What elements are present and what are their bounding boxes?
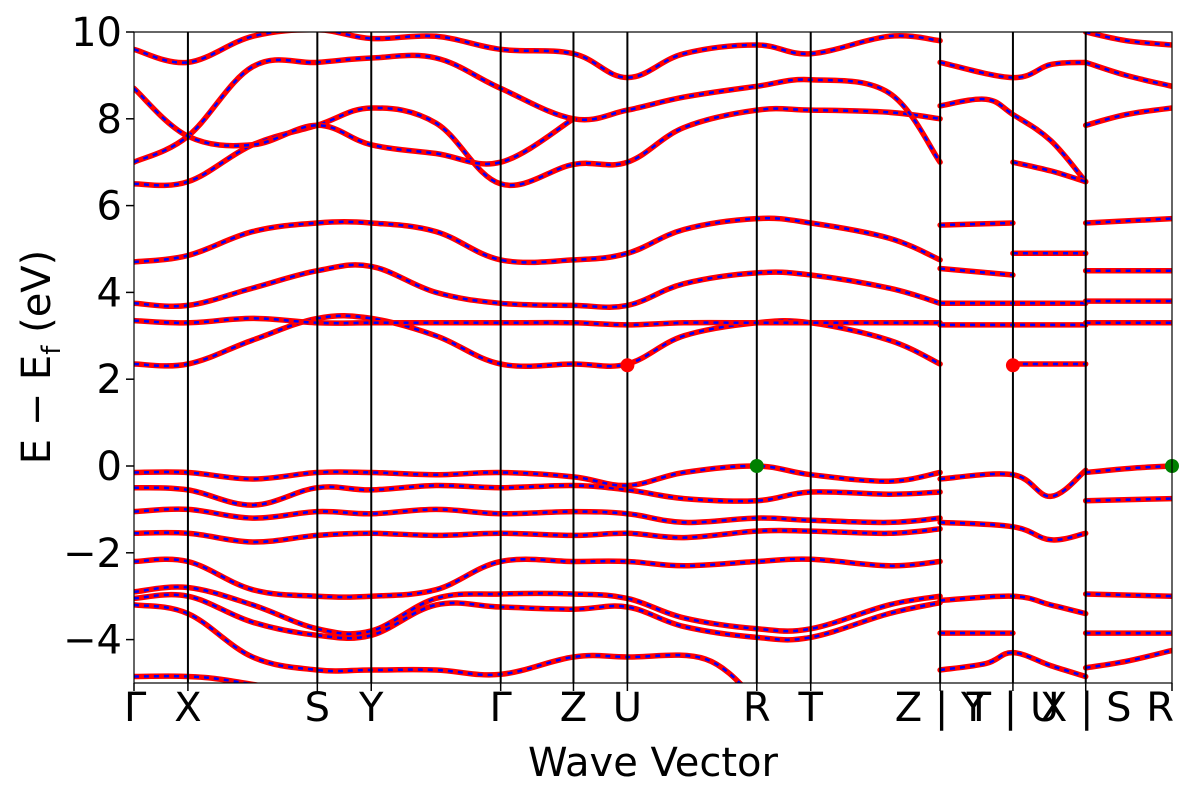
band-line-blue (134, 557, 941, 599)
band-line-blue (1085, 497, 1172, 502)
y-axis-ticks: −4 −2 0 2 4 6 8 10 (63, 10, 134, 664)
kpoint-lines (186, 32, 1087, 683)
x-tick-label: Z | Y (895, 685, 986, 731)
band-line-blue (1085, 649, 1172, 670)
y-axis-label-unit: (eV) (14, 250, 60, 346)
band-line-blue (939, 97, 1087, 183)
band-line-blue (134, 464, 941, 487)
band-edge-marker (749, 459, 764, 473)
x-tick-label: X | S (1040, 685, 1132, 731)
band-line-red (134, 506, 943, 526)
y-tick-label: 2 (97, 357, 122, 403)
x-tick-label: Y (358, 685, 384, 731)
band-line-blue (939, 61, 1086, 79)
band-line-blue (134, 527, 941, 544)
band-line-blue (134, 674, 253, 683)
x-tick-label: Z (560, 685, 587, 731)
y-tick-label: −2 (63, 531, 122, 577)
y-axis-label: E − Ef (eV) (14, 250, 67, 465)
band-line-red (134, 591, 943, 643)
band-line-blue (1085, 592, 1172, 598)
band-line-blue (940, 221, 1013, 227)
y-tick-label: 0 (97, 444, 122, 490)
x-tick-label: T | U (966, 685, 1060, 731)
band-line-blue (134, 484, 941, 507)
band-edge-marker (1005, 358, 1020, 373)
band-line-red (134, 262, 943, 310)
band-line-blue (940, 469, 1087, 498)
x-tick-label: S (305, 685, 330, 731)
band-lines (134, 32, 1172, 683)
band-line-red (1010, 159, 1089, 185)
band-line-blue (1085, 217, 1172, 225)
x-axis-label: Wave Vector (528, 740, 779, 786)
band-line-red (134, 673, 261, 683)
band-line-red (134, 482, 943, 508)
band-line-blue (1085, 106, 1172, 127)
band-line-blue (1085, 32, 1172, 47)
band-line-blue (134, 507, 941, 524)
y-tick-label: 6 (97, 184, 122, 230)
band-line-blue (940, 594, 1087, 615)
band-line-blue (134, 593, 941, 642)
band-line-blue (940, 521, 1086, 542)
x-tick-label: Γ (124, 685, 147, 731)
band-line-blue (939, 267, 1014, 277)
band-line-blue (939, 651, 1087, 678)
y-axis-label-subscript: f (37, 345, 67, 355)
band-line-blue (134, 317, 941, 327)
band-line-blue (134, 603, 742, 683)
band-line-blue (134, 217, 941, 264)
band-line-blue (1085, 464, 1172, 474)
y-tick-label: 10 (71, 10, 122, 56)
band-line-red (134, 215, 943, 266)
y-tick-label: 4 (97, 270, 122, 316)
band-line-blue (1085, 61, 1172, 88)
x-tick-label: T (798, 685, 824, 731)
x-tick-label: R (1146, 685, 1174, 731)
band-line-blue (134, 106, 941, 187)
x-tick-label: X (174, 685, 201, 731)
plot-frame (133, 31, 1173, 684)
band-edge-markers (620, 358, 1179, 473)
band-line-red (134, 32, 943, 81)
y-tick-label: 8 (97, 97, 122, 143)
x-tick-label: U (613, 685, 642, 731)
y-axis-label-main: E − E (14, 355, 60, 465)
x-tick-label: Γ (490, 685, 513, 731)
band-edge-marker (620, 358, 635, 373)
x-tick-label: R (743, 685, 771, 731)
y-tick-label: −4 (63, 618, 122, 664)
